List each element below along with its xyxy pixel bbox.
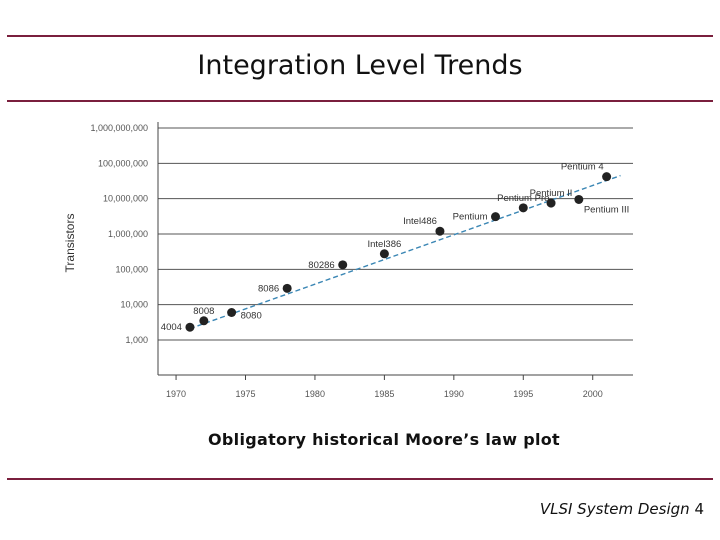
y-tick-label: 10,000,000 [103,194,148,204]
data-point [338,260,348,270]
top-rule [7,35,713,37]
slide-footer: VLSI System Design 4 [540,500,704,518]
y-tick-label: 10,000 [120,300,148,310]
data-point [379,249,389,259]
x-tick-label: 2000 [583,389,603,399]
point-label: 4004 [161,322,182,333]
point-label: Intel386 [367,239,401,250]
point-label: Pentium 4 [561,162,604,173]
data-point [574,194,584,204]
footer-label: VLSI System Design [539,500,690,518]
data-point [602,172,612,182]
y-tick-label: 1,000,000 [108,229,148,239]
y-tick-label: 100,000,000 [98,158,148,168]
data-point [491,212,500,222]
page-number: 4 [694,500,704,518]
point-label: 8008 [193,306,214,317]
data-point [435,226,445,236]
point-label: Intel486 [403,216,437,227]
y-tick-label: 1,000,000,000 [90,123,148,133]
point-label: Pentium [453,212,488,223]
point-label: Pentium II [530,188,573,199]
x-tick-label: 1980 [305,389,325,399]
data-point [185,322,195,332]
moores-law-chart: 1,000,000,000 100,000,000 10,000,000 1,000,… [63,122,633,399]
x-tick-label: 1995 [513,389,533,399]
x-tick-label: 1975 [235,389,255,399]
point-label: 80286 [308,260,334,271]
point-label: Pentium Pro [497,193,549,204]
data-point [546,198,556,208]
x-tick-label: 1990 [444,389,464,399]
y-tick-label: 100,000 [115,264,148,274]
data-point [518,203,528,213]
point-label: Pentium III [584,204,629,215]
slide-title: Integration Level Trends [197,50,523,81]
y-tick-label: 1,000 [125,335,148,345]
data-point [227,308,237,318]
slide-caption: Obligatory historical Moore’s law plot [208,430,560,449]
title-underline-rule [7,100,713,102]
bottom-rule [7,478,713,480]
y-axis-label: Transistors [63,214,77,273]
point-label: 8086 [258,283,279,294]
x-tick-label: 1985 [374,389,394,399]
data-point [282,283,292,293]
data-point [199,316,209,326]
point-label: 8080 [241,311,262,322]
x-tick-label: 1970 [166,389,186,399]
